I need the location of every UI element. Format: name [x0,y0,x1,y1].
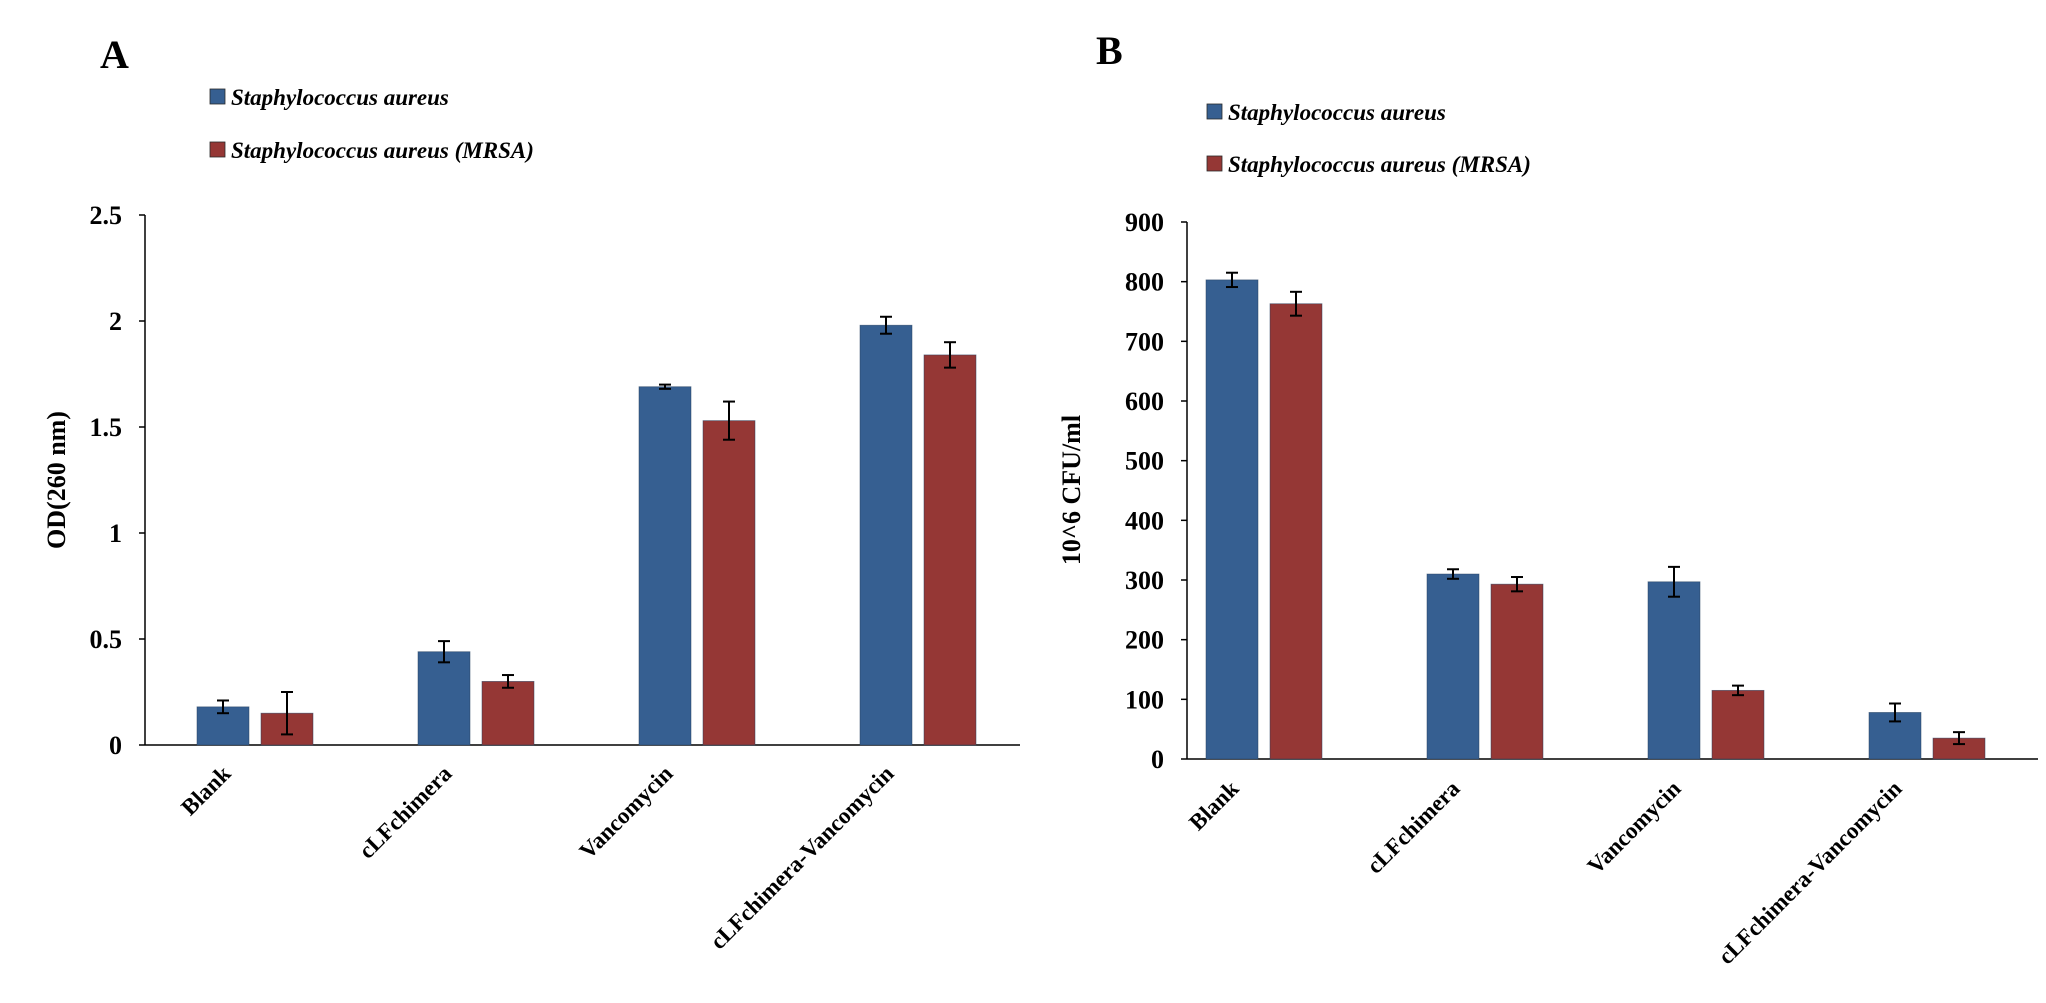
chart-a-y-tick-label-1: 0.5 [90,625,123,654]
chart-a-y-tick-label-0: 0 [109,731,122,760]
chart-b-y-tick-label-4: 400 [1125,506,1164,535]
chart-b-y-tick-label-5: 500 [1125,447,1164,476]
chart-a-category-label-1: cLFchimera [354,761,457,864]
chart-b-bar-s1-vancomycin [1647,581,1701,760]
chart-a-legend-label-1: Staphylococcus aureus [231,85,449,110]
chart-b-y-tick-label-8: 800 [1125,268,1164,297]
chart-b-bar-s2-blank [1269,303,1323,760]
chart-a-y-tick-label-4: 2 [109,307,122,336]
chart-b-legend-swatch-2 [1206,155,1223,172]
chart-b-category-label-2: Vancomycin [1583,776,1686,879]
chart-b-category-label-1: cLFchimera [1362,776,1465,879]
chart-a-category-label-0: Blank [176,761,235,820]
chart-a-y-tick-label-3: 1.5 [90,413,123,442]
chart-b-bar-s2-vancomycin [1711,689,1765,760]
chart-a-bar-s2-clfchimera-vancomycin [923,354,977,746]
chart-a-legend-label-2: Staphylococcus aureus (MRSA) [231,138,534,163]
chart-a-category-label-3: cLFchimera-Vancomycin [705,761,898,954]
chart-b-y-tick-label-7: 700 [1125,327,1164,356]
chart-b-category-label-0: Blank [1184,776,1243,835]
chart-b-y-tick-label-3: 300 [1125,566,1164,595]
chart-a-bar-s2-clfchimera [481,681,535,746]
chart-a-category-label-2: Vancomycin [575,761,678,864]
chart-b-panel-letter: B [1096,28,1123,73]
chart-a-bar-s1-clfchimera-vancomycin [859,324,913,746]
chart-b-y-tick-label-1: 100 [1125,685,1164,714]
chart-a-y-tick-label-2: 1 [109,519,122,548]
chart-b-legend-label-2: Staphylococcus aureus (MRSA) [1228,152,1531,177]
chart-b-bar-s1-blank [1205,279,1259,760]
chart-a-legend-swatch-2 [209,141,226,158]
chart-b-legend-label-1: Staphylococcus aureus [1228,100,1446,125]
chart-b-y-tick-label-9: 900 [1125,208,1164,237]
chart-b-y-tick-label-6: 600 [1125,387,1164,416]
chart-b-category-label-3: cLFchimera-Vancomycin [1713,776,1906,969]
chart-b-legend-swatch-1 [1206,103,1223,120]
chart-b-y-tick-label-2: 200 [1125,626,1164,655]
chart-b-bar-s2-clfchimera [1490,583,1544,760]
chart-b-y-axis-label: 10^6 CFU/ml [1057,415,1086,565]
chart-a-bar-s2-vancomycin [702,420,756,746]
chart-a-bar-s1-clfchimera [417,651,471,746]
chart-b-bar-s1-clfchimera [1426,573,1480,760]
chart-a-y-tick-label-5: 2.5 [90,201,123,230]
chart-a-y-axis-label: OD(260 nm) [42,411,71,549]
chart-b-y-tick-label-0: 0 [1151,745,1164,774]
chart-a-panel-letter: A [100,32,129,77]
chart-a-bar-s1-vancomycin [638,386,692,746]
chart-a-legend-swatch-1 [209,88,226,105]
